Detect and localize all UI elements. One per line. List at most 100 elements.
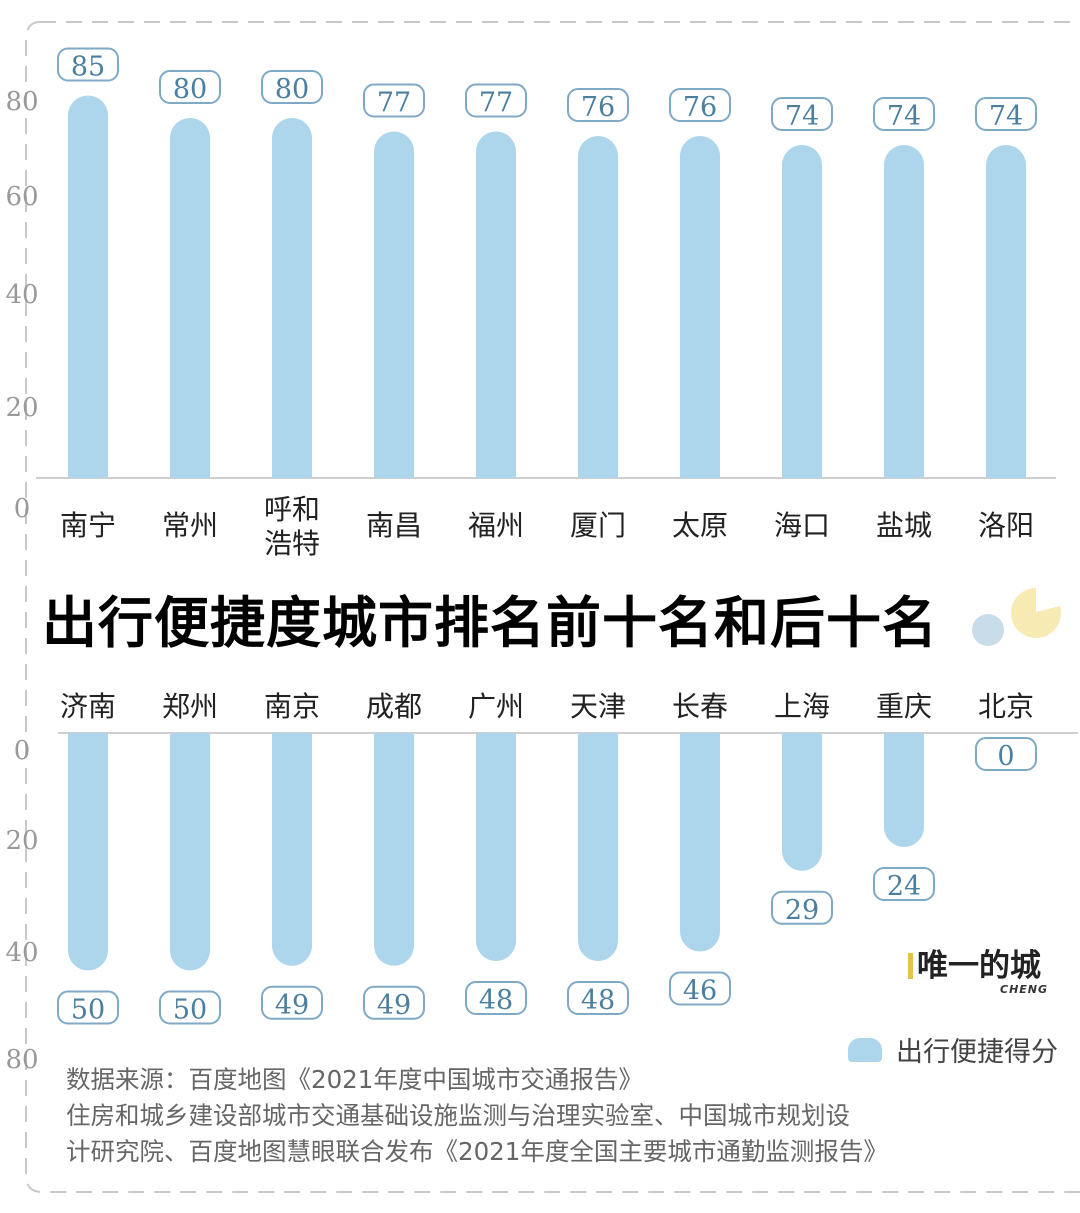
value-label: 46: [683, 976, 717, 1007]
category-label: 成都: [366, 690, 422, 723]
value-label: 80: [173, 74, 207, 105]
value-label-box: [567, 981, 629, 1015]
value-label: 48: [581, 985, 615, 1016]
y-tick-label: 20: [5, 393, 38, 423]
value-label-box: [465, 83, 527, 118]
value-label-box: [261, 70, 323, 104]
category-label: 海口: [774, 509, 830, 542]
brand-name: 唯一的城: [908, 940, 1058, 985]
value-label: 76: [683, 92, 717, 123]
value-label-box: [465, 981, 527, 1015]
y-tick-label: 0: [14, 736, 31, 766]
bottom-ten-chart: 0 20 40 80 50 济南 50 郑州 49 南京 49 成都 48 广州 48 天津 46 长春 29 上海 2…: [5, 690, 1078, 1075]
value-label: 80: [275, 74, 309, 105]
y-tick-label: 0: [14, 494, 31, 524]
value-label: 48: [479, 985, 513, 1016]
y-tick-label: 60: [5, 182, 38, 212]
bar: [374, 131, 414, 478]
value-label-box: [159, 990, 221, 1025]
bar: [68, 733, 108, 971]
value-label-box: [975, 737, 1037, 771]
value-label: 77: [479, 88, 513, 119]
source-note: 数据来源：百度地图《2021年度中国城市交通报告》 住房和城乡建设部城市交通基础…: [66, 1062, 888, 1170]
value-label: 77: [377, 88, 411, 119]
bar: [68, 95, 108, 478]
value-label: 29: [785, 895, 819, 926]
value-label: 74: [785, 101, 819, 132]
value-label-box: [567, 88, 629, 122]
brand-sub: CHENG: [1000, 983, 1049, 996]
value-label: 0: [997, 741, 1014, 772]
brand-name-text: 唯一的城: [917, 948, 1041, 984]
value-label-box: [363, 83, 425, 118]
bar: [170, 733, 210, 971]
value-label-box: [363, 985, 425, 1020]
value-label: 50: [71, 995, 105, 1026]
bar: [476, 131, 516, 478]
brand-bar-icon: [908, 953, 913, 979]
value-label-box: [57, 990, 119, 1025]
value-label-box: [669, 88, 731, 122]
category-label: 南宁: [60, 509, 116, 542]
bar: [272, 118, 312, 478]
category-label: 长春: [672, 690, 728, 723]
value-label: 74: [989, 101, 1023, 132]
dashed-frame: [25, 21, 1080, 1193]
value-label-box: [261, 985, 323, 1020]
category-label: 浩特: [264, 527, 320, 560]
brand-logo: 唯一的城 CHENG: [908, 940, 1058, 996]
y-tick-label: 20: [5, 826, 38, 856]
legend-swatch: [848, 1037, 882, 1062]
bar: [680, 136, 720, 478]
chart-title: 出行便捷度城市排名前十名和后十名: [42, 591, 939, 655]
value-label: 49: [275, 990, 309, 1021]
bar: [884, 145, 924, 478]
category-label: 南昌: [366, 509, 422, 542]
category-label: 重庆: [876, 690, 932, 723]
bar: [170, 118, 210, 478]
bar: [272, 733, 312, 966]
value-label-box: [975, 97, 1037, 131]
y-tick-label: 80: [5, 1045, 38, 1075]
legend-label: 出行便捷得分: [896, 1037, 1058, 1068]
bar: [578, 136, 618, 478]
value-label: 49: [377, 990, 411, 1021]
value-label: 74: [887, 101, 921, 132]
y-tick-label: 80: [5, 87, 38, 117]
value-label-box: [57, 47, 119, 82]
bar: [578, 733, 618, 961]
value-label-box: [669, 971, 731, 1006]
category-label: 呼和: [264, 493, 320, 526]
category-label: 厦门: [570, 509, 626, 542]
bar: [782, 145, 822, 478]
bar: [374, 733, 414, 966]
source-line-1: 数据来源：百度地图《2021年度中国城市交通报告》: [66, 1065, 643, 1094]
legend: 出行便捷得分: [848, 1030, 1058, 1069]
value-label-box: [771, 890, 833, 925]
value-label-box: [873, 97, 935, 131]
bar: [884, 733, 924, 847]
category-label: 郑州: [162, 690, 218, 723]
category-label: 南京: [264, 690, 320, 723]
bar: [476, 733, 516, 961]
y-tick-label: 40: [5, 938, 38, 968]
value-label: 24: [887, 871, 921, 902]
value-label: 85: [71, 52, 105, 83]
value-label-box: [771, 97, 833, 131]
category-label: 北京: [978, 690, 1034, 723]
category-label: 上海: [774, 690, 830, 723]
source-line-2: 住房和城乡建设部城市交通基础设施监测与治理实验室、中国城市规划设: [66, 1101, 850, 1130]
bar: [680, 733, 720, 952]
category-label: 福州: [468, 509, 524, 542]
category-label: 盐城: [876, 509, 932, 542]
value-label: 50: [173, 995, 207, 1026]
category-label: 广州: [468, 690, 524, 723]
value-label-box: [159, 70, 221, 104]
category-label: 天津: [570, 690, 626, 723]
source-line-3: 计研究院、百度地图慧眼联合发布《2021年度全国主要城市通勤监测报告》: [66, 1137, 888, 1166]
category-label: 济南: [60, 690, 116, 723]
bar: [782, 733, 823, 871]
category-label: 洛阳: [978, 509, 1034, 542]
